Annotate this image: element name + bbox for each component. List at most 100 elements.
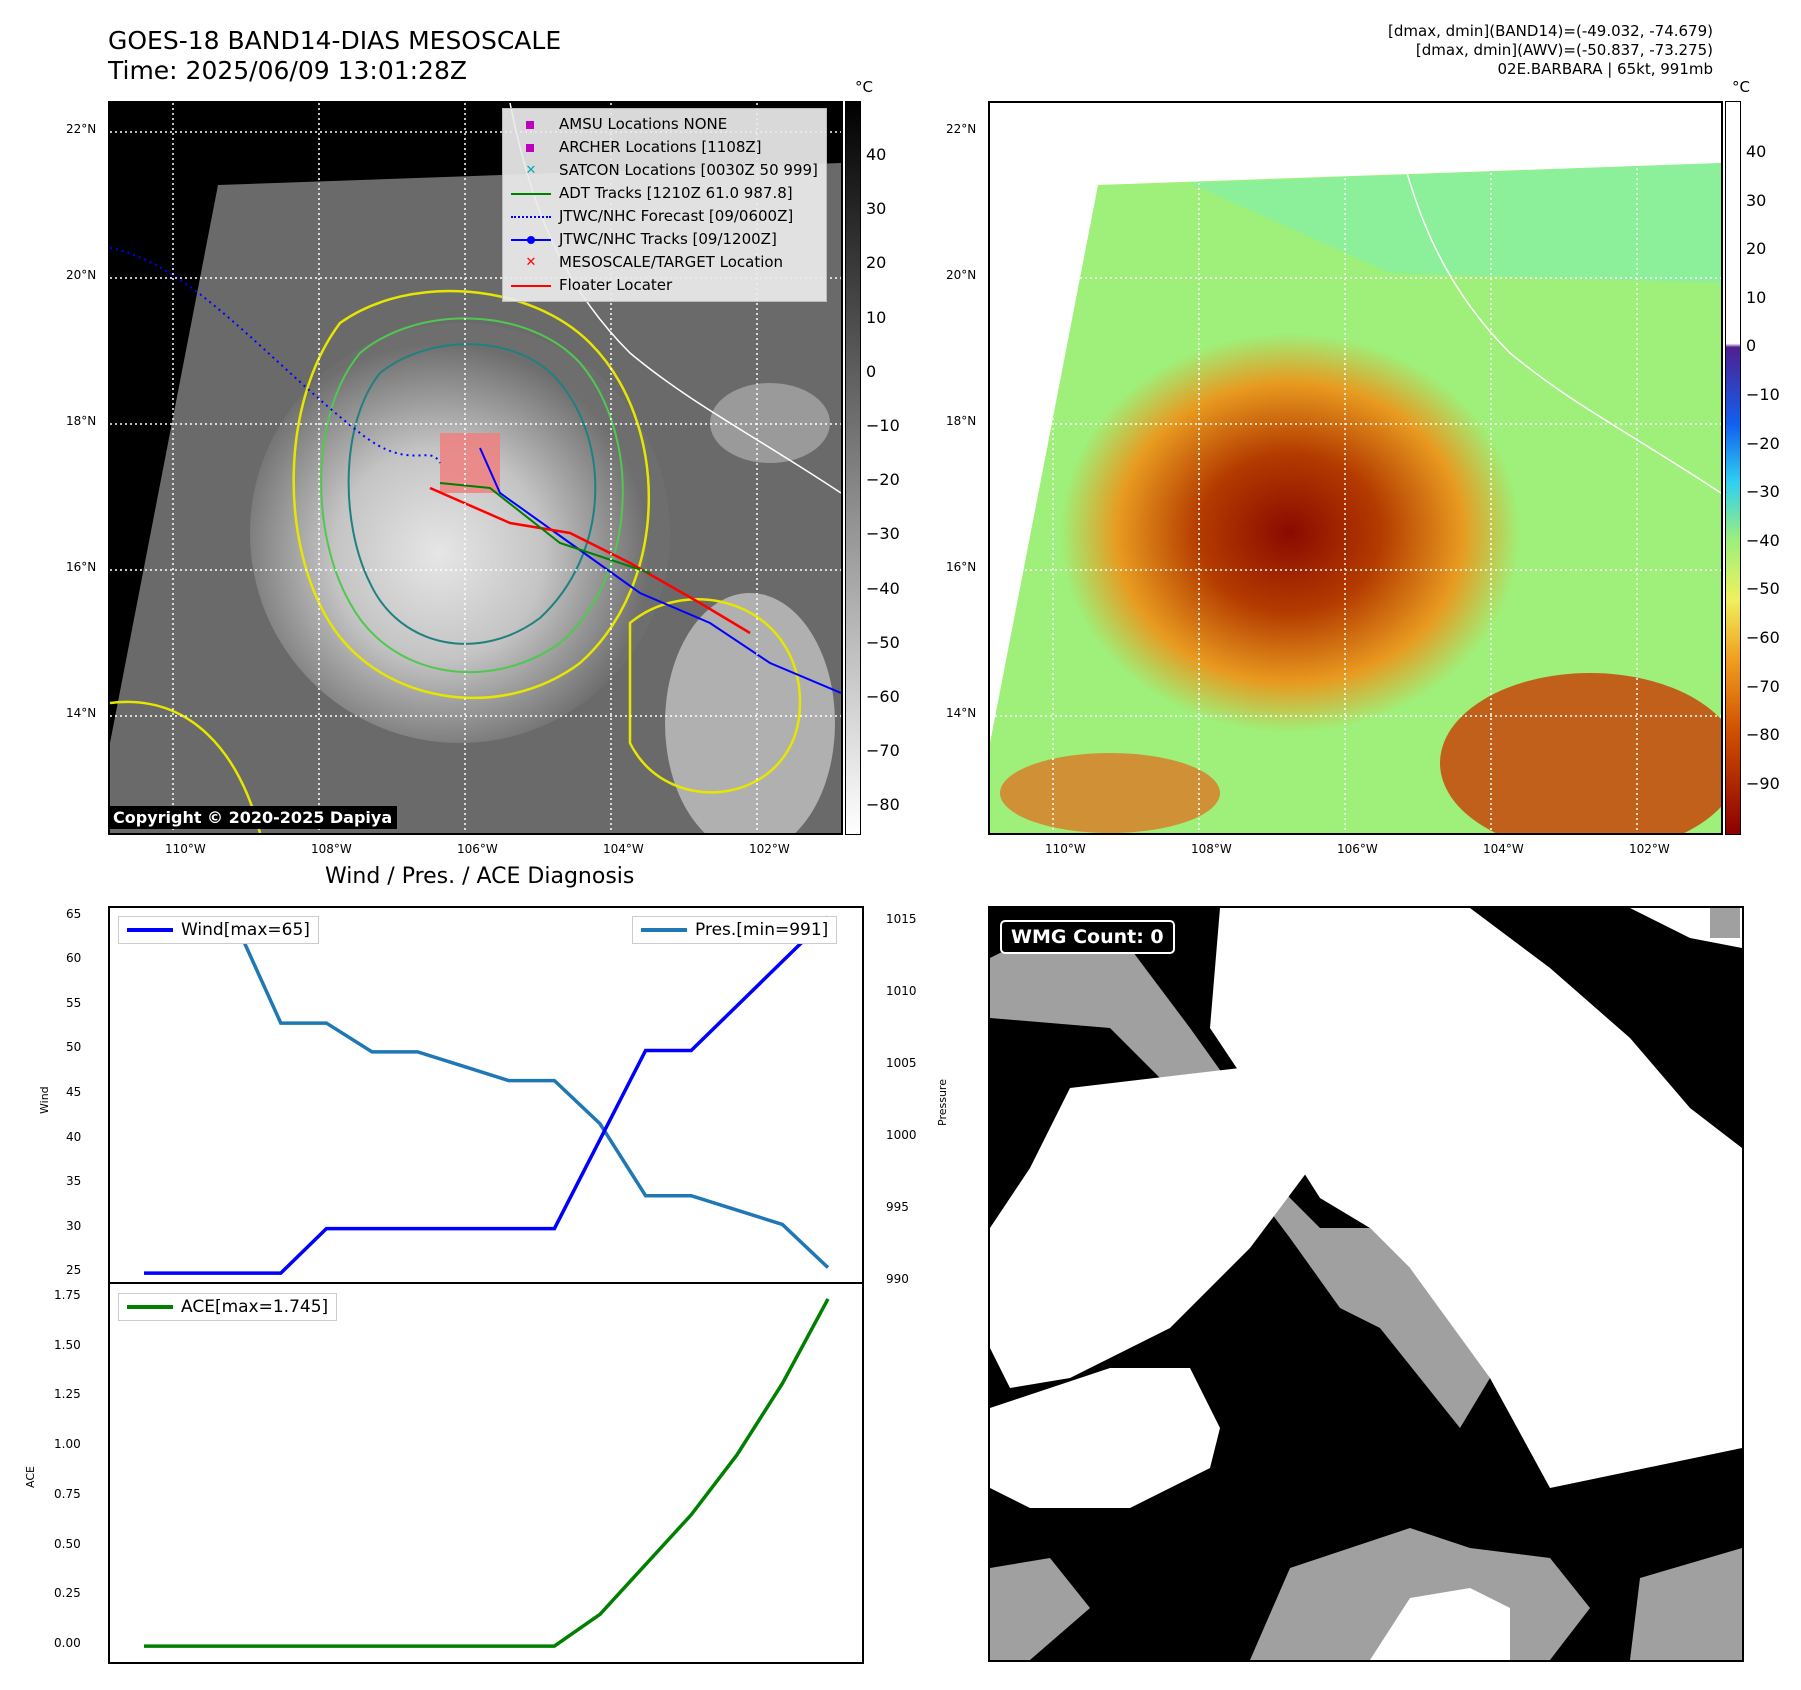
colorbar-tick-label: −40	[866, 578, 900, 598]
colorbar-tick-label: −20	[866, 470, 900, 490]
ace-tick-label: 0.75	[54, 1486, 81, 1501]
wind-pressure-svg	[144, 915, 830, 1275]
latitude-label: 18°N	[946, 414, 977, 428]
latitude-label: 14°N	[946, 706, 977, 720]
longitude-label: 108°W	[311, 842, 352, 856]
longitude-label: 104°W	[603, 842, 644, 856]
colorbar-tick-label: 40	[866, 145, 887, 164]
legend-row: ✕ SATCON Locations [0030Z 50 999]	[511, 159, 818, 182]
latitude-label: 14°N	[66, 706, 97, 720]
colorbar-tick-label: 20	[866, 253, 887, 273]
square-marker-icon	[511, 118, 551, 132]
legend-row: Floater Locater	[511, 274, 818, 297]
colorbar-tick-label: 0	[866, 361, 877, 381]
wind-tick-label: 45	[66, 1085, 82, 1099]
longitude-label: 106°W	[457, 842, 498, 856]
pressure-legend: Pres.[min=991]	[632, 916, 838, 944]
colorbar-tick-label: −70	[866, 741, 900, 761]
wmg-count-badge: WMG Count: 0	[1000, 920, 1175, 954]
ace-tick-label: 0.00	[54, 1636, 81, 1651]
colorbar-tick-label: −70	[1746, 676, 1780, 696]
wmg-panel	[988, 906, 1744, 1662]
wind-series-line	[144, 915, 830, 1275]
pressure-axis-label: Pressure	[936, 1079, 949, 1126]
colorbar-tick-label: −20	[1746, 433, 1780, 453]
pressure-series-line	[144, 920, 830, 1269]
line-marker-icon	[511, 187, 551, 201]
legend-label: SATCON Locations [0030Z 50 999]	[559, 161, 818, 179]
wind-tick-label: 55	[66, 995, 82, 1010]
longitude-label: 108°W	[1191, 842, 1232, 856]
diagnosis-title: Wind / Pres. / ACE Diagnosis	[325, 864, 635, 889]
legend-row: ARCHER Locations [1108Z]	[511, 136, 818, 159]
longitude-label: 110°W	[1045, 842, 1086, 856]
colorbar-tick-label: 30	[1746, 190, 1767, 210]
colorbar-tick-label: −80	[1746, 725, 1780, 745]
wind-tick-label: 35	[66, 1174, 82, 1189]
wmg-image	[990, 908, 1742, 1660]
ace-tick-label: 0.50	[54, 1536, 81, 1551]
pressure-tick-label: 1000	[886, 1128, 917, 1143]
dotted-line-icon	[511, 210, 551, 224]
ir-colorbar	[845, 101, 861, 835]
latitude-label: 20°N	[66, 268, 97, 282]
colorbar-tick-label: 30	[866, 199, 887, 219]
ace-axis-label: ACE	[24, 1466, 37, 1488]
colorbar-tick-label: 10	[866, 307, 887, 327]
ace-legend: ACE[max=1.745]	[118, 1293, 338, 1321]
wind-pressure-plot	[108, 906, 864, 1284]
colorbar-tick-label: 20	[1746, 239, 1767, 259]
latitude-label: 22°N	[66, 122, 97, 136]
pressure-legend-label: Pres.[min=991]	[695, 920, 829, 940]
info-line-2: [dmax, dmin](AWV)=(-50.837, -73.275)	[1415, 41, 1713, 59]
legend-row: AMSU Locations NONE	[511, 113, 818, 136]
colorbar-tick-label: −50	[866, 632, 900, 652]
x-marker-icon: ✕	[525, 254, 537, 270]
wind-legend-line	[127, 928, 173, 932]
wind-legend: Wind[max=65]	[118, 916, 319, 944]
awv-colorbar	[1725, 101, 1741, 835]
pressure-tick-label: 1015	[886, 912, 917, 927]
legend-label: ADT Tracks [1210Z 61.0 987.8]	[559, 184, 793, 202]
colorbar-tick-label: −40	[1746, 530, 1780, 550]
title-line-2: Time: 2025/06/09 13:01:28Z	[108, 56, 467, 85]
colorbar-tick-label: −90	[1746, 773, 1780, 793]
pressure-tick-label: 990	[886, 1272, 909, 1286]
ir-colorbar-unit: °C	[855, 78, 873, 96]
longitude-label: 102°W	[1629, 842, 1670, 856]
ace-svg	[144, 1298, 830, 1648]
legend-row: ✕ MESOSCALE/TARGET Location	[511, 251, 818, 274]
awv-panel	[988, 101, 1723, 835]
wind-tick-label: 40	[66, 1129, 82, 1144]
colorbar-tick-label: −10	[866, 416, 900, 435]
ace-tick-label: 1.75	[54, 1287, 81, 1302]
title-line-1: GOES-18 BAND14-DIAS MESOSCALE	[108, 26, 562, 55]
wind-tick-label: 50	[66, 1040, 82, 1055]
wind-axis-label: Wind	[38, 1086, 51, 1114]
wind-tick-label: 65	[66, 906, 82, 921]
colorbar-tick-label: −30	[866, 524, 900, 544]
wind-tick-label: 25	[66, 1263, 82, 1278]
info-line-1: [dmax, dmin](BAND14)=(-49.032, -74.679)	[1388, 22, 1713, 40]
legend-row: ADT Tracks [1210Z 61.0 987.8]	[511, 182, 818, 205]
latitude-label: 16°N	[66, 560, 97, 574]
awv-colorbar-unit: °C	[1732, 78, 1750, 96]
copyright-label: Copyright © 2020-2025 Dapiya	[108, 806, 398, 829]
latitude-label: 22°N	[946, 122, 977, 136]
pressure-legend-line	[641, 928, 687, 932]
awv-image	[990, 103, 1721, 833]
ace-series-line	[144, 1298, 830, 1648]
legend-label: ARCHER Locations [1108Z]	[559, 138, 762, 156]
colorbar-tick-label: 10	[1746, 287, 1767, 307]
colorbar-tick-label: −80	[866, 795, 900, 815]
line-dot-icon	[511, 233, 551, 247]
figure-title: GOES-18 BAND14-DIAS MESOSCALE Time: 2025…	[108, 26, 561, 86]
wind-tick-label: 60	[66, 951, 82, 966]
latitude-label: 18°N	[66, 414, 97, 428]
colorbar-tick-label: 0	[1746, 336, 1757, 356]
x-marker-icon: ✕	[525, 162, 537, 178]
wind-legend-label: Wind[max=65]	[181, 920, 310, 940]
square-marker-icon	[511, 141, 551, 155]
longitude-label: 104°W	[1483, 842, 1524, 856]
colorbar-tick-label: −60	[1746, 628, 1780, 647]
